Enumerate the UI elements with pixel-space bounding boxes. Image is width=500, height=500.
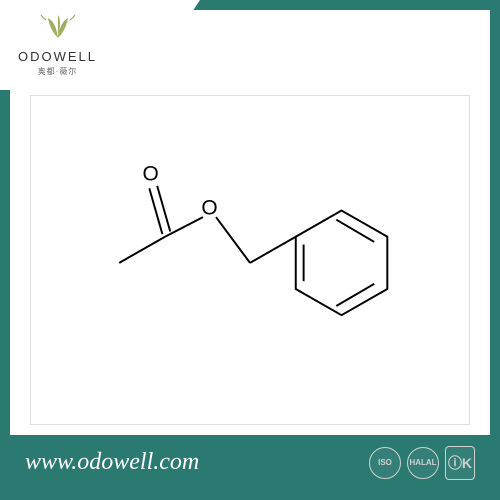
certification-badges: ISO HALAL ⓘK xyxy=(369,446,475,480)
website-url: www.odowell.com xyxy=(25,449,199,476)
brand-tagline: 奥都·薇尔 xyxy=(38,66,78,77)
brand-name: ODOWELL xyxy=(18,49,97,64)
kosher-badge-icon: ⓘK xyxy=(445,446,475,480)
footer-bar: www.odowell.com ISO HALAL ⓘK xyxy=(10,435,490,490)
header-diagonal xyxy=(140,0,200,90)
leaf-icon xyxy=(38,10,78,47)
content-panel: O O xyxy=(30,95,470,425)
iso-badge-icon: ISO xyxy=(369,447,401,479)
brand-logo: ODOWELL 奥都·薇尔 xyxy=(18,10,97,77)
chemical-structure: O O xyxy=(80,103,420,388)
svg-text:O: O xyxy=(201,196,217,219)
halal-badge-icon: HALAL xyxy=(407,447,439,479)
svg-text:O: O xyxy=(142,162,158,185)
